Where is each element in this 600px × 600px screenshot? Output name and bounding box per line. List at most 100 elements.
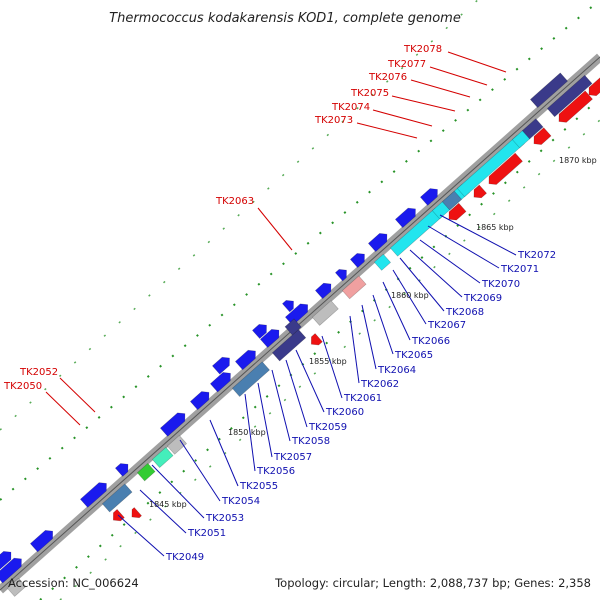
gene-block	[234, 349, 256, 371]
gene-block	[131, 507, 142, 519]
leader-line	[209, 419, 239, 487]
summary-text: Topology: circular; Length: 2,088,737 bp…	[274, 576, 591, 590]
leader-line	[399, 257, 445, 312]
leader-line	[419, 239, 481, 284]
gene-label: TK2074	[331, 102, 370, 113]
gene-block	[310, 333, 323, 346]
gene-label: TK2062	[360, 379, 399, 390]
gene-label: TK2065	[394, 350, 433, 361]
gene-label: TK2073	[314, 115, 353, 126]
leader-line	[244, 393, 256, 472]
gene-block	[6, 577, 27, 597]
gene-block	[0, 551, 12, 570]
gene-block	[136, 462, 156, 482]
gene-label: TK2063	[215, 196, 254, 207]
gene-block	[533, 127, 552, 145]
gene-block	[79, 482, 107, 508]
gene-block	[441, 190, 463, 211]
gene-block	[529, 72, 569, 109]
gene-label: TK2056	[256, 466, 295, 477]
leader-line	[257, 382, 273, 458]
gene-block	[311, 300, 339, 326]
leader-line	[392, 269, 427, 325]
gene-label: TK2050	[3, 381, 42, 392]
leader-line	[356, 122, 418, 139]
gene-label: TK2059	[308, 422, 347, 433]
leader-line	[372, 109, 433, 127]
gene-block	[511, 129, 531, 149]
leader-line	[257, 207, 293, 251]
kbp-label: 1865 kbp	[476, 223, 514, 232]
gene-label: TK2049	[165, 552, 204, 563]
gene-label: TK2066	[411, 336, 450, 347]
leader-line	[271, 369, 291, 442]
gene-block	[546, 74, 593, 118]
leader-line	[117, 514, 165, 557]
gene-label: TK2060	[325, 407, 364, 418]
genome-backbone	[0, 53, 600, 594]
gene-block	[29, 530, 54, 553]
gene-block	[488, 152, 523, 185]
gene-block	[448, 202, 467, 221]
gene-block	[314, 282, 332, 300]
leader-line	[439, 214, 517, 256]
leader-line	[429, 66, 488, 86]
gene-block	[521, 118, 544, 140]
gene-block	[473, 184, 487, 199]
gene-block	[284, 318, 302, 336]
gene-label: TK2064	[377, 365, 416, 376]
gene-label: TK2058	[291, 436, 330, 447]
gene-block	[419, 188, 438, 206]
gene-label: TK2055	[239, 481, 278, 492]
leader-line	[447, 51, 507, 73]
leader-line	[139, 489, 187, 534]
label-leaders	[45, 51, 517, 557]
kbp-label: 1850 kbp	[228, 428, 266, 437]
gene-label: TK2054	[221, 496, 260, 507]
gene-block	[211, 356, 230, 375]
gene-block	[558, 90, 593, 123]
leader-line	[409, 249, 463, 298]
gene-label: TK2068	[445, 307, 484, 318]
gene-label: TK2071	[500, 264, 539, 275]
gene-label: TK2057	[273, 452, 312, 463]
leader-line	[410, 79, 471, 98]
leader-line	[151, 464, 205, 519]
leader-line	[59, 377, 96, 413]
gene-track	[0, 72, 600, 597]
kbp-label: 1845 kbp	[149, 500, 187, 509]
gene-block	[189, 391, 210, 411]
leader-line	[427, 225, 500, 269]
gene-label: TK2061	[343, 393, 382, 404]
kbp-label: 1870 kbp	[559, 156, 597, 165]
gene-block	[271, 329, 307, 362]
gene-block	[101, 483, 133, 513]
gene-label: TK2052	[19, 367, 58, 378]
gene-label: TK2053	[205, 513, 244, 524]
gene-block	[349, 253, 365, 269]
gene-block	[114, 463, 129, 477]
gene-label: TK2051	[187, 528, 226, 539]
leader-line	[372, 294, 394, 355]
gene-block	[112, 508, 125, 522]
gene-label: TK2070	[481, 279, 520, 290]
gene-block	[341, 275, 367, 300]
kbp-label: 1860 kbp	[391, 291, 429, 300]
gene-label: TK2078	[403, 44, 442, 55]
leader-line	[382, 281, 411, 341]
gene-block	[588, 77, 600, 97]
leader-line	[361, 304, 377, 370]
gene-block	[281, 300, 294, 313]
gene-label: TK2067	[427, 320, 466, 331]
gene-label: TK2072	[517, 250, 556, 261]
gene-block	[373, 253, 392, 271]
gene-label: TK2077	[387, 59, 426, 70]
gene-block	[151, 446, 174, 469]
gene-label: TK2069	[463, 293, 502, 304]
leader-line	[391, 95, 456, 112]
gene-block	[231, 361, 270, 397]
gene-block	[367, 233, 388, 253]
accession-text: Accession: NC_006624	[8, 576, 139, 590]
gene-block	[394, 207, 416, 229]
